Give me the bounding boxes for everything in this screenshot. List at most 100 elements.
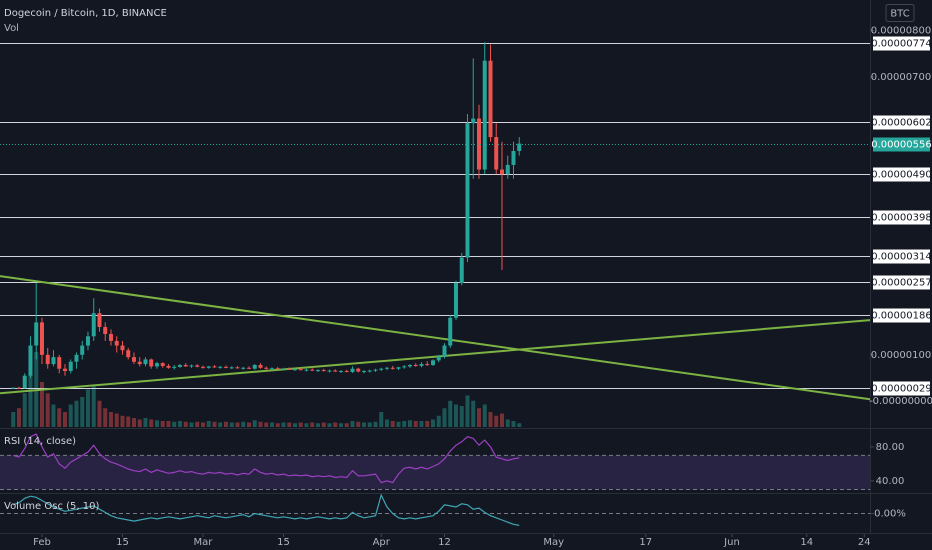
volume-bar [373, 421, 378, 427]
volume-bar [476, 408, 481, 427]
volume-bar [442, 408, 447, 427]
volume-bar [264, 422, 269, 427]
candle-body [39, 322, 44, 355]
candle-body [292, 369, 297, 371]
volume-bar [39, 382, 44, 427]
candle-body [137, 361, 142, 365]
x-tick-label: Feb [33, 537, 51, 548]
level-label-box [873, 115, 930, 130]
candle-body [269, 368, 274, 370]
volume-bar [126, 416, 131, 427]
x-tick-label: Mar [194, 537, 214, 548]
candle-body [246, 367, 251, 369]
volume-bar [62, 412, 67, 427]
volume-bar [258, 421, 263, 427]
volume-bar [160, 421, 165, 427]
level-label: 0.00000186 [871, 311, 931, 322]
candle-body [448, 317, 453, 346]
volume-bar [11, 412, 16, 427]
indicator-title: RSI (14, close) [4, 436, 76, 447]
volume-bar [292, 423, 297, 427]
candle-body [74, 354, 79, 362]
volume-bar [91, 385, 96, 427]
level-label-box [873, 167, 930, 182]
volume-bar [465, 395, 470, 427]
volume-bar [367, 422, 372, 427]
volume-bar [57, 408, 62, 427]
candle-body [91, 313, 96, 337]
x-tick-label: 15 [116, 537, 129, 548]
volume-bar [304, 423, 309, 427]
volume-bar [448, 400, 453, 427]
candle-body [442, 345, 447, 357]
volume-bar [488, 412, 493, 427]
x-tick-label: 15 [277, 537, 290, 548]
volume-bar [16, 408, 21, 427]
candle-body [494, 137, 499, 170]
candle-body [344, 371, 349, 373]
candle-body [108, 333, 113, 341]
volume-bar [68, 404, 73, 427]
volume-bar [166, 421, 171, 427]
volume-bar [206, 421, 211, 427]
candle-body [45, 354, 50, 365]
candle-body [177, 365, 182, 367]
indicator-line [12, 493, 520, 526]
candle-body [223, 366, 228, 368]
volume-bar [85, 389, 90, 427]
volume-bar [252, 420, 257, 427]
volume-bar [177, 421, 182, 427]
candle-body [206, 366, 211, 368]
candle-body [287, 368, 292, 370]
candle-body [517, 143, 522, 152]
candle-body [350, 368, 355, 372]
candle-body [16, 387, 21, 389]
level-label: 0.00000257 [871, 278, 931, 289]
candle-body [304, 369, 309, 371]
candle-body [396, 367, 401, 369]
volume-bar [396, 421, 401, 427]
volume-bar [453, 404, 458, 427]
currency-label: BTC [890, 9, 909, 20]
volume-bar [195, 421, 200, 427]
y-tick-label: 0.00000100 [871, 350, 931, 361]
x-tick-label: Jun [723, 537, 740, 548]
volume-bar [97, 400, 102, 427]
candle-body [85, 336, 90, 346]
candle-body [80, 345, 85, 355]
candle-body [57, 357, 62, 369]
candle-body [367, 370, 372, 372]
indicator-line [13, 433, 520, 484]
volume-bar [212, 421, 217, 427]
volume-bar [108, 412, 113, 427]
volume-bar [275, 423, 280, 427]
x-tick-label: Apr [373, 537, 391, 548]
volume-bar [517, 423, 522, 427]
candle-body [413, 365, 418, 367]
volume-bar [407, 420, 412, 427]
y-tick-label: -0.00000000 [869, 396, 932, 407]
candle-body [154, 363, 159, 367]
y-tick-label: 0.00000800 [871, 26, 931, 37]
y-tick-label: 80.00 [876, 442, 905, 453]
volume-bar [137, 419, 142, 427]
volume-bar [28, 359, 33, 427]
candle-body [258, 365, 263, 368]
volume-bar [327, 423, 332, 427]
indicator-title: Volume Osc (5, 10) [4, 501, 99, 512]
candle-body [28, 345, 33, 376]
candle-body [218, 366, 223, 368]
candle-body [62, 368, 67, 372]
level-label-box [873, 308, 930, 323]
volume-bar [321, 422, 326, 427]
candle-body [505, 164, 510, 175]
candle-body [390, 367, 395, 369]
volume-bar [51, 404, 56, 427]
candle-body [264, 367, 269, 369]
candle-body [402, 366, 407, 368]
candle-body [126, 350, 131, 358]
volume-bar [361, 422, 366, 427]
volume-bar [459, 406, 464, 427]
